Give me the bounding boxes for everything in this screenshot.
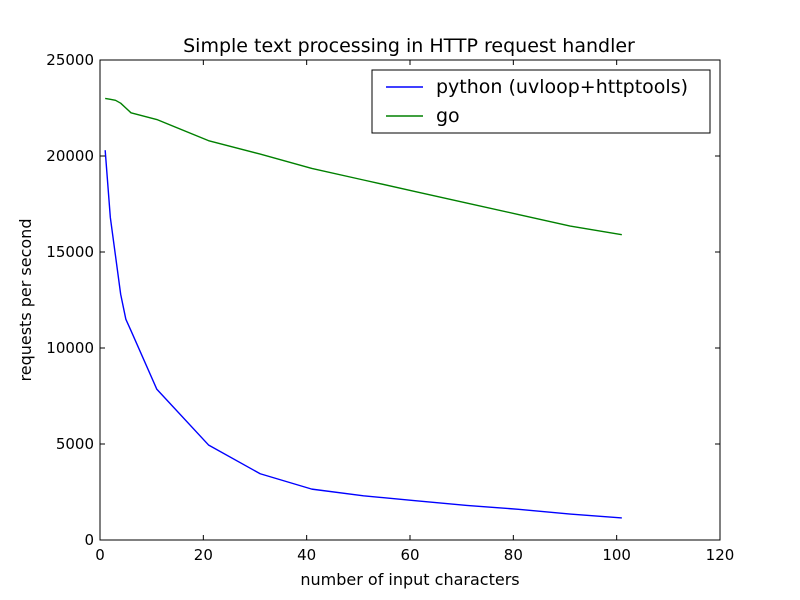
legend-box [371,69,711,134]
legend: python (uvloop+httptools) go [371,69,711,134]
chart-title: Simple text processing in HTTP request h… [183,35,635,57]
legend-label-go: go [436,105,460,127]
y-axis-label: requests per second [16,219,35,382]
y-tick-label: 0 [84,531,94,549]
x-tick-label: 0 [95,546,105,564]
x-tick-label: 20 [194,546,213,564]
y-tick-label: 15000 [46,243,94,261]
series-line-go [105,97,622,236]
y-tick-label: 20000 [46,147,94,165]
x-axis-ticks: 0 20 40 60 80 100 120 [95,60,734,564]
series-line-python-uvloop-httptools [104,150,622,519]
x-tick-label: 100 [602,546,631,564]
x-tick-label: 40 [297,546,316,564]
y-tick-label: 5000 [56,435,94,453]
x-axis-label: number of input characters [300,570,519,589]
x-tick-label: 120 [706,546,735,564]
series-layer [104,97,622,519]
y-axis-ticks: 0 5000 10000 15000 20000 25000 [46,51,720,549]
y-tick-label: 10000 [46,339,94,357]
y-tick-label: 25000 [46,51,94,69]
x-tick-label: 60 [400,546,419,564]
legend-label-python: python (uvloop+httptools) [436,76,688,98]
x-tick-label: 80 [504,546,523,564]
